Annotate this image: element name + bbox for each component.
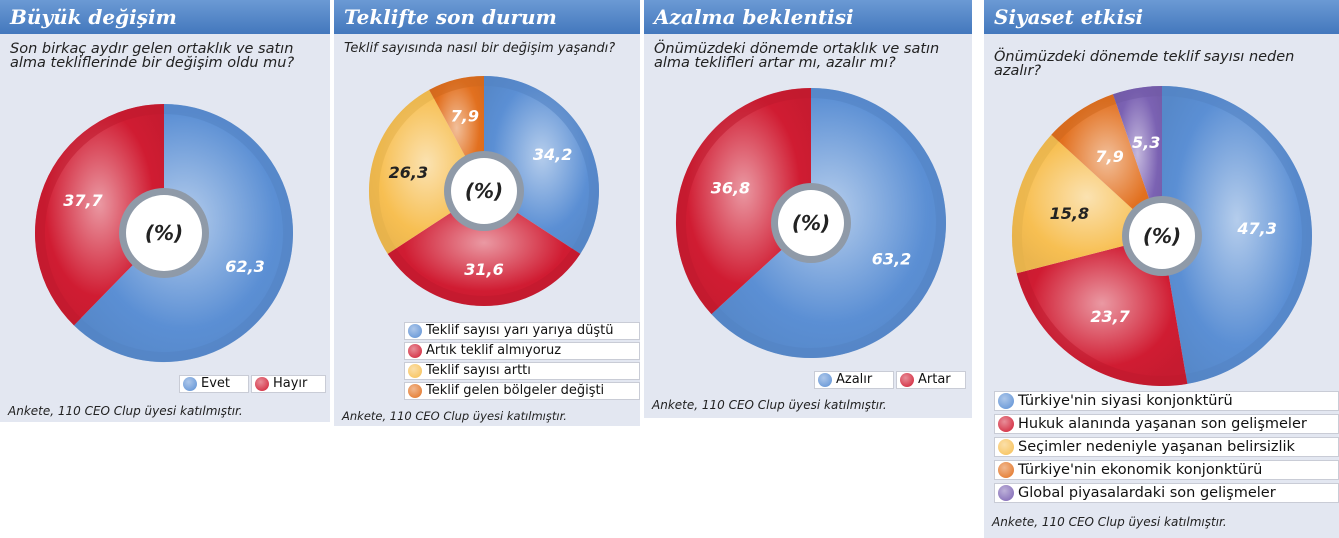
legend-label: Azalır: [836, 372, 873, 387]
panel-question: Önümüzdeki dönemde teklif sayısı neden a…: [994, 49, 1295, 79]
legend-label: Hayır: [273, 376, 308, 391]
legend-label: Hukuk alanında yaşanan son gelişmeler: [1018, 416, 1307, 432]
value-label: 7,9: [451, 106, 479, 125]
chart-panel: Büyük değişim Son birkaç aydır gelen ort…: [0, 0, 330, 422]
legend-item: Teklif sayısı arttı: [404, 362, 640, 380]
panel-question: Teklif sayısında nasıl bir değişim yaşan…: [344, 41, 616, 56]
value-label: 15,8: [1050, 204, 1089, 223]
legend-label: Türkiye'nin ekonomik konjonktürü: [1018, 462, 1263, 478]
legend-label: Seçimler nedeniyle yaşanan belirsizlik: [1018, 439, 1295, 455]
pie-chart: (%) 34,2 31,6 26,3 7,9: [369, 76, 599, 306]
pie-slice-rim: [1161, 86, 1312, 384]
legend-item: Global piyasalardaki son gelişmeler: [994, 483, 1339, 503]
chart-panel: Siyaset etkisi Önümüzdeki dönemde teklif…: [984, 0, 1339, 538]
value-label: 26,3: [389, 163, 428, 182]
center-label: (%): [145, 221, 183, 245]
pie-chart: (%) 47,3 23,7 15,8 7,9 5,3: [1012, 86, 1312, 386]
legend-label: Teklif sayısı arttı: [426, 363, 531, 378]
legend-label: Global piyasalardaki son gelişmeler: [1018, 485, 1276, 501]
legend-item: Teklif gelen bölgeler değişti: [404, 382, 640, 400]
value-label: 31,6: [464, 260, 503, 279]
pie-slice: [1016, 236, 1188, 386]
legend-item: Artar: [896, 371, 966, 389]
legend-swatch: [183, 377, 197, 391]
chart-panel: Teklifte son durum Teklif sayısında nası…: [334, 0, 640, 426]
center-hole: [1129, 203, 1195, 269]
pie-slice: [1051, 94, 1162, 236]
center-label: (%): [1143, 224, 1181, 248]
pie-slice-rim: [711, 88, 946, 358]
pie-slice-rim: [429, 76, 485, 99]
survey-note: Ankete, 110 CEO Clup üyesi katılmıştır.: [652, 398, 887, 412]
legend-swatch: [900, 373, 914, 387]
center-hole: [126, 195, 202, 271]
value-label: 63,2: [872, 249, 911, 268]
legend-item: Hayır: [251, 375, 326, 393]
panel-question: Önümüzdeki dönemde ortaklık ve satın alm…: [654, 41, 940, 71]
legend-item: Evet: [179, 375, 249, 393]
legend-item: Seçimler nedeniyle yaşanan belirsizlik: [994, 437, 1339, 457]
chart-panel: Azalma beklentisi Önümüzdeki dönemde ort…: [644, 0, 972, 418]
legend-item: Artık teklif almıyoruz: [404, 342, 640, 360]
survey-note: Ankete, 110 CEO Clup üyesi katılmıştır.: [992, 515, 1227, 529]
pie-slice-rim: [1112, 86, 1163, 104]
pie-slice-rim: [483, 76, 599, 254]
pie-slice-rim: [369, 89, 435, 254]
center-label: (%): [465, 179, 503, 203]
legend-label: Türkiye'nin siyasi konjonktürü: [1018, 393, 1233, 409]
value-label: 62,3: [225, 257, 264, 276]
survey-note: Ankete, 110 CEO Clup üyesi katılmıştır.: [342, 409, 567, 423]
legend-label: Artar: [918, 372, 951, 387]
pie-slice-rim: [35, 104, 165, 326]
center-hole: [778, 190, 844, 256]
pie-slice-rim: [387, 248, 581, 306]
panel-title: Azalma beklentisi: [644, 0, 972, 34]
legend-swatch: [408, 344, 422, 358]
legend-label: Teklif sayısı yarı yarıya düştü: [426, 323, 614, 338]
legend-label: Artık teklif almıyoruz: [426, 343, 562, 358]
legend-swatch: [408, 324, 422, 338]
legend-swatch: [408, 364, 422, 378]
center-hole: [451, 158, 517, 224]
legend-item: Teklif sayısı yarı yarıya düştü: [404, 322, 640, 340]
value-label: 47,3: [1236, 219, 1276, 238]
value-label: 36,8: [711, 179, 750, 198]
pie-chart: (%) 62,3 37,7: [35, 104, 293, 362]
legend-swatch: [998, 485, 1014, 501]
panel-title: Siyaset etkisi: [984, 0, 1339, 34]
value-label: 5,3: [1132, 133, 1160, 152]
pie-slice-rim: [1051, 94, 1117, 142]
legend-item: Türkiye'nin ekonomik konjonktürü: [994, 460, 1339, 480]
pie-chart: (%) 63,2 36,8: [676, 88, 946, 358]
center-label: (%): [792, 211, 830, 235]
legend-swatch: [998, 462, 1014, 478]
pie-slice: [1162, 86, 1312, 384]
panel-title: Teklifte son durum: [334, 0, 640, 34]
legend-item: Hukuk alanında yaşanan son gelişmeler: [994, 414, 1339, 434]
legend-swatch: [408, 384, 422, 398]
panel-title: Büyük değişim: [0, 0, 330, 34]
value-label: 34,2: [533, 145, 572, 164]
pie-slice-rim: [1016, 270, 1188, 386]
value-label: 23,7: [1090, 307, 1130, 326]
legend-item: Azalır: [814, 371, 894, 389]
pie-slice-rim: [1012, 134, 1059, 274]
legend-swatch: [818, 373, 832, 387]
legend-swatch: [998, 393, 1014, 409]
legend-item: Türkiye'nin siyasi konjonktürü: [994, 391, 1339, 411]
legend-swatch: [998, 439, 1014, 455]
legend-label: Teklif gelen bölgeler değişti: [426, 383, 605, 398]
legend-swatch: [998, 416, 1014, 432]
pie-slice: [387, 191, 581, 306]
value-label: 7,9: [1095, 147, 1123, 166]
panel-question: Son birkaç aydır gelen ortaklık ve satın…: [10, 41, 295, 71]
pie-slice-rim: [676, 88, 812, 315]
pie-slice-rim: [73, 104, 293, 362]
survey-note: Ankete, 110 CEO Clup üyesi katılmıştır.: [8, 404, 243, 418]
legend-swatch: [255, 377, 269, 391]
legend-label: Evet: [201, 376, 231, 391]
value-label: 37,7: [63, 191, 103, 210]
